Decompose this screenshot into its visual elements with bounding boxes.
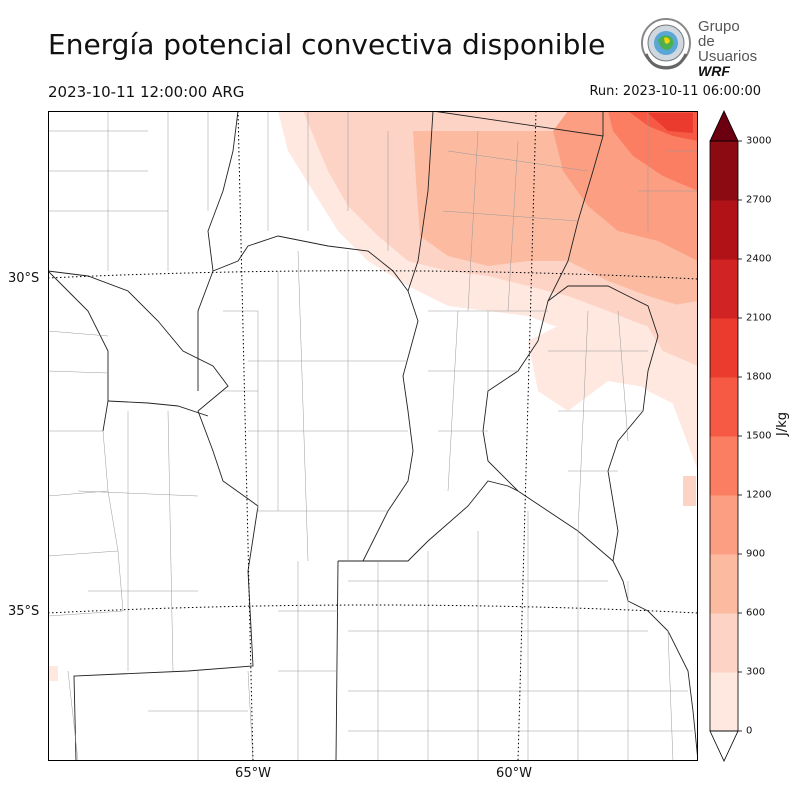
logo-line-3: WRF	[698, 63, 730, 79]
colorbar-bin	[710, 259, 738, 319]
colorbar-bin	[710, 554, 738, 614]
colorbar-tick-label: 0	[746, 725, 753, 737]
map-frame	[48, 111, 698, 761]
colorbar-tick-label: 2400	[746, 253, 772, 265]
lon-label-60w: 60°W	[496, 766, 532, 781]
lat-label-30s: 30°S	[8, 271, 40, 286]
colorbar-bin	[710, 672, 738, 732]
valid-time: 2023-10-11 12:00:00 ARG	[48, 83, 245, 101]
wrf-group-logo: Grupo de Usuarios WRF	[638, 16, 758, 79]
colorbar-tick-label: 300	[746, 666, 766, 678]
colorbar-bin	[710, 495, 738, 555]
map-title: Energía potencial convectiva disponible	[48, 28, 606, 61]
colorbar-bin	[710, 613, 738, 673]
colorbar-tick-label: 900	[746, 548, 766, 560]
lat-label-35s: 35°S	[8, 604, 40, 619]
globe-emblem-icon	[641, 18, 691, 70]
colorbar-bin	[710, 436, 738, 496]
cape-map	[48, 111, 698, 761]
colorbar-tick-label: 600	[746, 607, 766, 619]
department-boundaries	[48, 111, 698, 761]
colorbar-bin	[710, 318, 738, 378]
colorbar-tick-label: 3000	[746, 135, 772, 147]
colorbar-tick-label: 2700	[746, 194, 772, 206]
colorbar-tick-label: 1200	[746, 489, 772, 501]
province-boundaries	[48, 111, 698, 761]
colorbar-tick-label: 1800	[746, 371, 772, 383]
colorbar-tick-label: 2100	[746, 312, 772, 324]
run-time: Run: 2023-10-11 06:00:00	[589, 84, 761, 99]
logo-line-1: Grupo de	[698, 18, 740, 50]
colorbar-unit-label: J/kg	[775, 412, 790, 436]
colorbar-extend-min	[709, 730, 739, 762]
colorbar-bin	[710, 200, 738, 260]
colorbar-bin	[710, 377, 738, 437]
graticule	[48, 111, 698, 761]
colorbar-tick-label: 1500	[746, 430, 772, 442]
colorbar-extend-max	[709, 110, 739, 142]
lon-label-65w: 65°W	[235, 766, 271, 781]
colorbar-bin	[710, 141, 738, 201]
colorbar	[709, 110, 742, 762]
logo-line-2: Usuarios	[698, 48, 758, 65]
